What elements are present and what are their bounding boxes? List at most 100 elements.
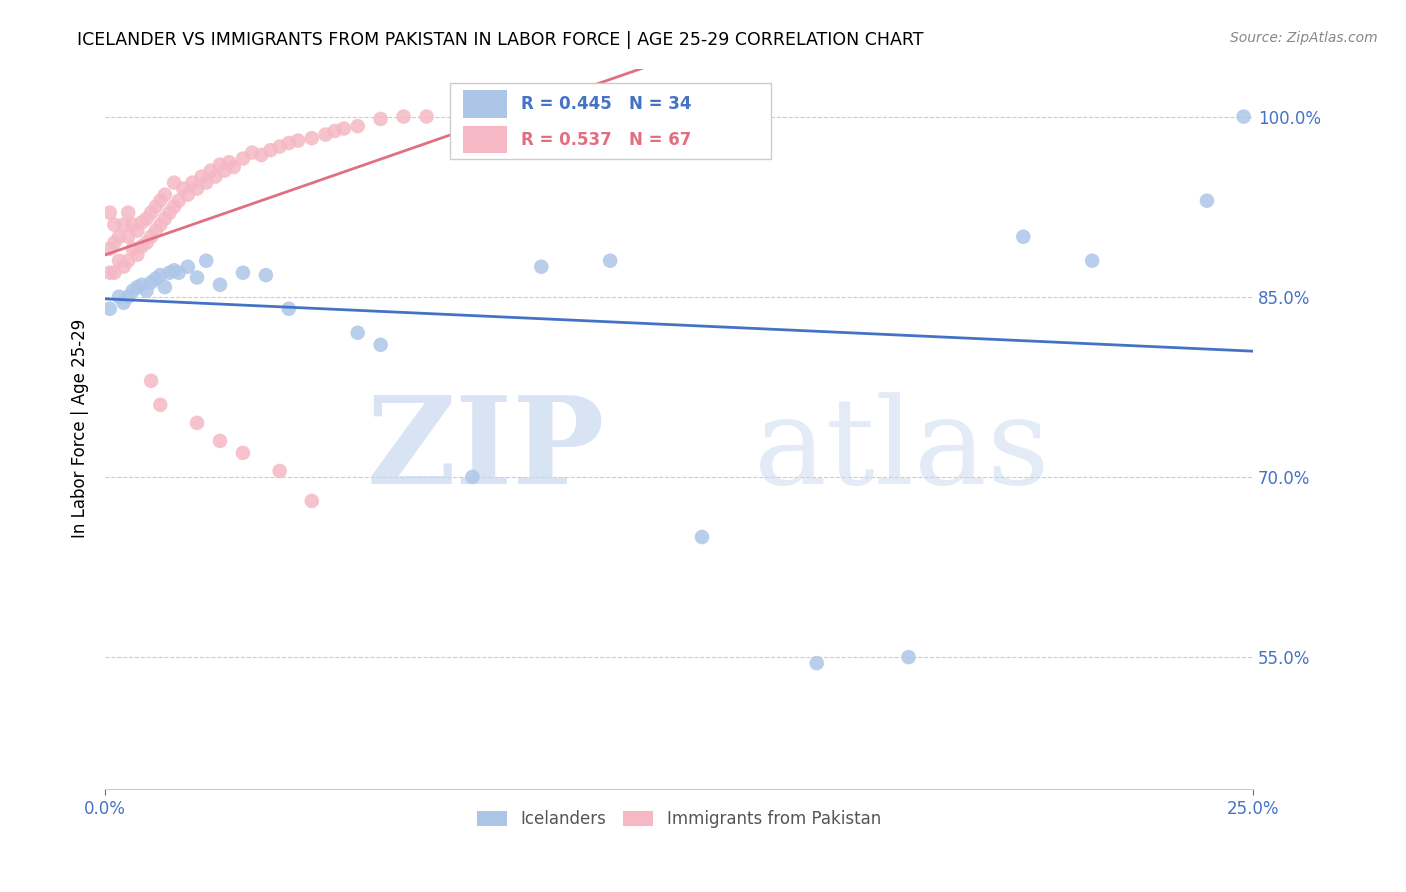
Point (103, 266, 125, 280)
Point (121, 242, 143, 256)
Point (392, 110, 415, 124)
Point (204, 169, 226, 184)
Point (208, 277, 231, 292)
Point (139, 276, 162, 290)
Point (103, 235, 125, 250)
Point (1195, 194, 1218, 208)
Point (177, 187, 200, 202)
Point (108, 290, 131, 304)
Point (167, 266, 190, 280)
Point (98, 301, 121, 316)
Point (186, 416, 208, 430)
Point (277, 136, 299, 150)
Point (315, 128, 337, 142)
Point (186, 181, 208, 195)
Point (172, 181, 194, 195)
Point (346, 119, 368, 133)
Point (346, 326, 368, 340)
Point (461, 470, 484, 484)
Point (135, 284, 157, 298)
Legend: Icelanders, Immigrants from Pakistan: Icelanders, Immigrants from Pakistan (471, 804, 887, 835)
Point (370, 338, 392, 352)
Point (232, 152, 254, 166)
Point (117, 205, 139, 219)
Point (177, 260, 200, 274)
Point (121, 218, 143, 232)
Point (530, 260, 553, 274)
Point (269, 464, 291, 478)
Point (240, 145, 263, 160)
Point (139, 229, 162, 244)
Point (163, 176, 186, 190)
Point (149, 268, 172, 282)
Point (131, 277, 153, 292)
Point (98, 242, 121, 256)
Point (131, 239, 153, 253)
Text: R = 0.445   N = 34: R = 0.445 N = 34 (520, 95, 692, 113)
Point (806, 656, 828, 670)
Y-axis label: In Labor Force | Age 25-29: In Labor Force | Age 25-29 (72, 319, 89, 539)
Text: atlas: atlas (754, 392, 1050, 509)
Point (131, 215, 153, 229)
Point (98, 205, 121, 219)
Point (232, 446, 254, 460)
Point (145, 200, 167, 214)
Point (153, 187, 176, 202)
Text: ICELANDER VS IMMIGRANTS FROM PAKISTAN IN LABOR FORCE | AGE 25-29 CORRELATION CHA: ICELANDER VS IMMIGRANTS FROM PAKISTAN IN… (77, 31, 924, 49)
Point (117, 290, 139, 304)
Point (135, 211, 157, 226)
Point (250, 148, 273, 162)
Point (214, 163, 236, 178)
Point (690, 530, 713, 544)
Point (145, 271, 167, 285)
Point (135, 235, 157, 250)
Point (599, 253, 621, 268)
Point (149, 218, 172, 232)
Point (163, 263, 186, 277)
Text: R = 0.537   N = 67: R = 0.537 N = 67 (520, 131, 690, 149)
Point (145, 224, 167, 238)
Point (370, 112, 392, 126)
Point (186, 270, 208, 285)
Point (897, 650, 920, 665)
Point (98, 266, 121, 280)
Point (195, 176, 218, 190)
Point (149, 194, 172, 208)
Point (117, 253, 139, 268)
Point (108, 229, 131, 244)
Point (127, 280, 149, 294)
Point (287, 134, 309, 148)
Point (222, 160, 245, 174)
Point (1081, 253, 1104, 268)
Point (190, 169, 212, 184)
Point (159, 205, 181, 219)
Text: ZIP: ZIP (366, 392, 605, 509)
Point (232, 266, 254, 280)
Point (139, 374, 162, 388)
Point (159, 266, 181, 280)
FancyBboxPatch shape (463, 126, 508, 153)
Point (301, 131, 323, 145)
Point (323, 124, 346, 138)
Point (167, 194, 190, 208)
Point (153, 211, 176, 226)
Point (112, 260, 135, 274)
Point (208, 158, 231, 172)
Point (153, 280, 176, 294)
Point (112, 295, 135, 310)
Point (108, 253, 131, 268)
Text: Source: ZipAtlas.com: Source: ZipAtlas.com (1230, 31, 1378, 45)
Point (181, 176, 204, 190)
Point (200, 163, 222, 178)
Point (415, 110, 437, 124)
Point (149, 398, 172, 412)
Point (208, 434, 231, 448)
Point (277, 301, 299, 316)
Point (1012, 229, 1035, 244)
Point (195, 253, 218, 268)
Point (269, 139, 291, 153)
FancyBboxPatch shape (463, 90, 508, 118)
Point (127, 248, 149, 262)
FancyBboxPatch shape (450, 83, 770, 159)
Point (301, 494, 323, 508)
